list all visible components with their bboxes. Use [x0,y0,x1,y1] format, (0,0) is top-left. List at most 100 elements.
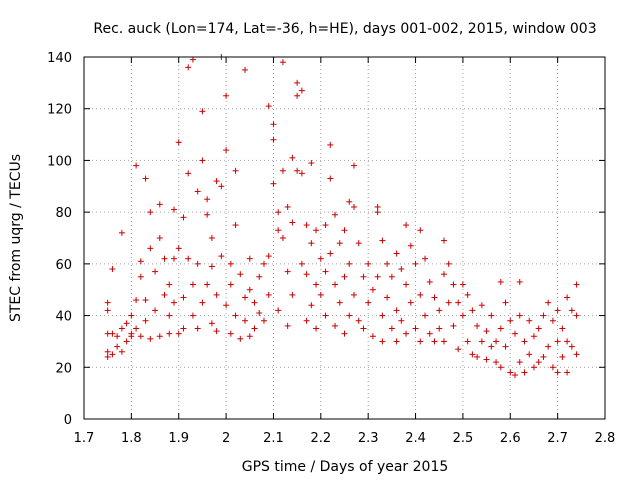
data-point [407,242,414,249]
data-point [426,330,433,337]
data-point [156,201,163,208]
data-point [133,297,140,304]
data-point [341,227,348,234]
data-point [365,260,372,267]
data-point [275,209,282,216]
data-point [412,260,419,267]
data-point [175,245,182,252]
data-point [474,353,481,360]
x-tick-label: 2.5 [453,431,474,446]
data-point [199,108,206,115]
data-point [549,364,556,371]
data-point [502,299,509,306]
data-point [109,351,116,358]
data-point [189,56,196,63]
data-point [464,338,471,345]
data-point [346,312,353,319]
data-point [445,260,452,267]
data-point [308,160,315,167]
data-point [459,312,466,319]
data-point [469,307,476,314]
data-point [289,154,296,161]
data-point [540,353,547,360]
x-tick-label: 2.6 [500,431,521,446]
data-point [564,338,571,345]
data-point [104,299,111,306]
data-point [497,278,504,285]
data-point [379,312,386,319]
data-point [521,369,528,376]
data-point [374,273,381,280]
data-point [350,162,357,169]
data-point [308,302,315,309]
data-point [109,266,116,273]
data-point [403,330,410,337]
data-point [332,281,339,288]
data-point [123,320,130,327]
data-point [104,353,111,360]
data-point [455,346,462,353]
data-point [497,325,504,332]
data-point [185,170,192,177]
data-point [507,369,514,376]
x-tick-label: 2.1 [263,431,284,446]
y-axis-title: STEC from uqrg / TECUs [8,154,24,322]
x-tick-label: 2 [222,431,230,446]
data-point [260,317,267,324]
data-point [166,281,173,288]
data-point [341,330,348,337]
data-point [403,222,410,229]
data-point [440,338,447,345]
data-point [379,338,386,345]
data-point [109,330,116,337]
data-point [332,322,339,329]
data-point [180,325,187,332]
data-point [573,312,580,319]
data-point [194,260,201,267]
data-point [322,268,329,275]
data-point [147,335,154,342]
data-point [218,253,225,260]
data-point [185,255,192,262]
data-point [346,260,353,267]
data-point [436,325,443,332]
data-point [137,273,144,280]
data-point [407,299,414,306]
data-point [194,188,201,195]
data-point [114,343,121,350]
data-point [526,351,533,358]
data-point [156,235,163,241]
data-point [573,351,580,358]
data-point [284,268,291,275]
data-point [114,333,121,340]
data-point [355,240,362,247]
data-point [308,240,315,247]
data-point [559,325,566,332]
x-tick-labels: 1.7 1.8 1.9 2 2.1 2.2 2.3 2.4 2.5 2.6 2.7 2.8 [74,431,616,446]
data-point [327,250,334,257]
x-tick-label: 1.9 [168,431,189,446]
data-point [360,325,367,332]
data-point [256,309,263,316]
data-point [118,229,125,236]
data-point [355,317,362,324]
data-point [294,79,301,86]
data-point [502,343,509,350]
data-point [488,312,495,319]
data-point [227,260,234,267]
data-points [104,54,580,379]
data-point [284,203,291,210]
data-point [152,268,159,275]
data-point [336,299,343,306]
data-point [213,328,220,335]
x-tick-label: 1.8 [121,431,142,446]
data-point [227,330,234,337]
data-point [303,271,310,278]
data-point [450,281,457,288]
data-point [298,260,305,267]
data-point [545,343,552,350]
data-point [516,278,523,285]
y-tick-label: 120 [47,103,72,118]
data-point [213,178,220,185]
data-point [275,307,282,314]
